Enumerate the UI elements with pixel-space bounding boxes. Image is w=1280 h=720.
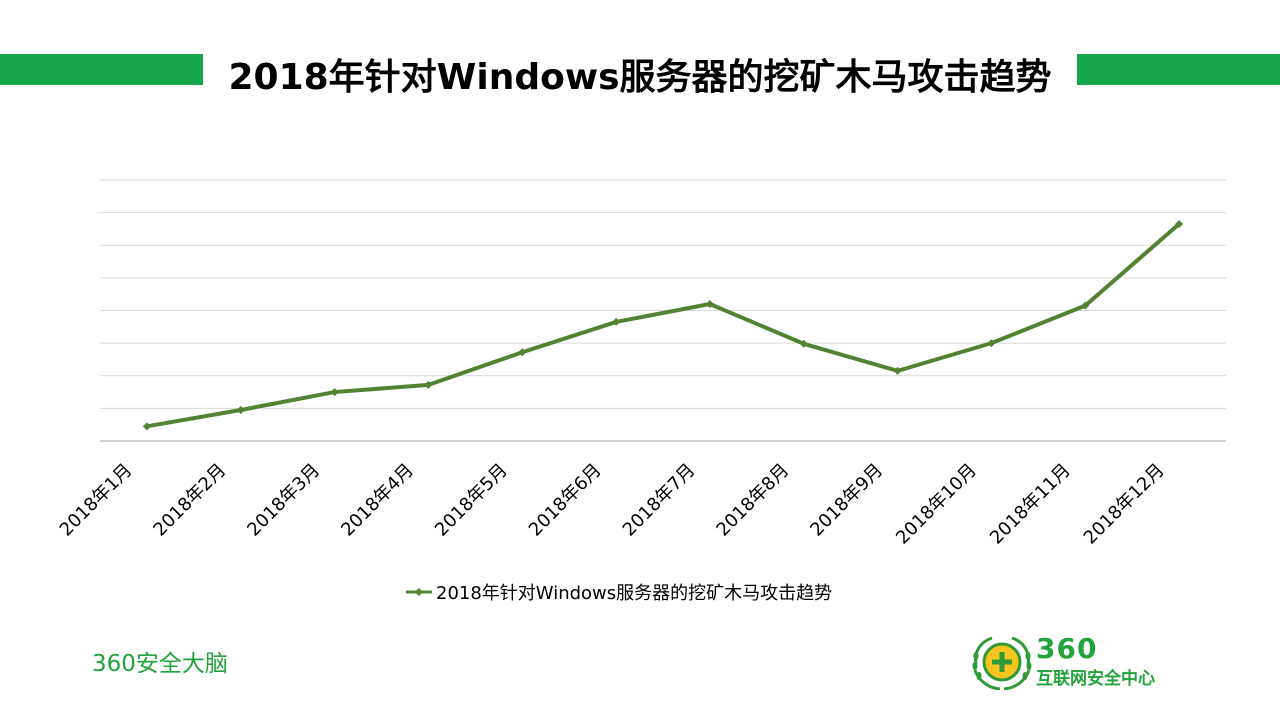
data-point (236, 406, 245, 415)
legend-label: 2018年针对Windows服务器的挖矿木马攻击趋势 (436, 583, 832, 604)
data-point (612, 317, 621, 326)
brand-label: 360安全大脑 (92, 651, 228, 677)
x-tick-label: 2018年5月 (431, 460, 512, 541)
x-tick-labels: 2018年1月 2018年2月 2018年3月 2018年4月 2018年5月 2018年… (56, 460, 1169, 549)
data-point (142, 422, 151, 431)
data-point (424, 380, 433, 389)
data-point (518, 348, 527, 357)
legend-marker (415, 588, 423, 596)
data-point (893, 366, 902, 375)
data-point (330, 388, 339, 397)
x-tick-label: 2018年12月 (1080, 460, 1169, 549)
x-tick-label: 2018年8月 (712, 460, 793, 541)
x-tick-label: 2018年11月 (986, 460, 1075, 549)
data-point (1175, 220, 1184, 229)
data-point (1081, 301, 1090, 310)
page-title: 2018年针对Windows服务器的挖矿木马攻击趋势 (228, 57, 1052, 98)
logo-text: 互联网安全中心 (1036, 669, 1155, 689)
x-tick-label: 2018年1月 (56, 460, 137, 541)
legend: 2018年针对Windows服务器的挖矿木马攻击趋势 (406, 583, 832, 604)
title-accent-bar-right (1077, 54, 1280, 85)
x-tick-label: 2018年2月 (149, 460, 230, 541)
data-point (705, 299, 714, 308)
series-points (142, 220, 1184, 431)
x-tick-label: 2018年7月 (619, 460, 700, 541)
logo-number: 360 (1036, 632, 1098, 665)
x-tick-label: 2018年9月 (806, 460, 887, 541)
logo-emblem-icon (972, 636, 1032, 690)
x-tick-label: 2018年4月 (337, 460, 418, 541)
data-point (987, 339, 996, 348)
title-accent-bar-left (0, 54, 203, 85)
x-tick-label: 2018年3月 (243, 460, 324, 541)
series-line (146, 222, 1181, 429)
x-tick-label: 2018年10月 (892, 460, 981, 549)
chart-gridlines (100, 179, 1226, 409)
x-tick-label: 2018年6月 (525, 460, 606, 541)
data-point (799, 339, 808, 348)
